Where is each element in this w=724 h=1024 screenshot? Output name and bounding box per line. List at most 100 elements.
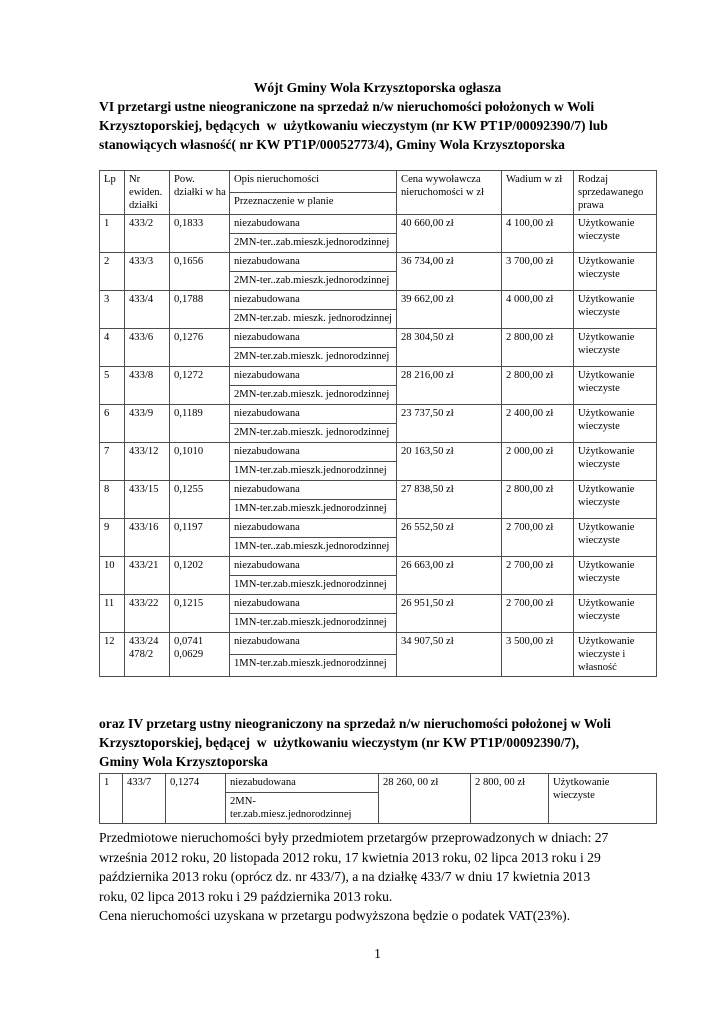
cell-zoning-plan: 1MN-ter..zab.mieszk.jednorodzinnej bbox=[229, 537, 397, 557]
heading-line: Krzysztoporskiej, będącej w użytkowaniu … bbox=[99, 735, 580, 750]
cell-lp: 5 bbox=[99, 366, 125, 405]
cell-lp: 1 bbox=[99, 773, 123, 824]
cell-description: niezabudowana bbox=[229, 214, 397, 234]
cell-zoning-plan: 1MN-ter.zab.mieszk.jednorodzinnej bbox=[229, 613, 397, 633]
header-deposit: Wadium w zł bbox=[501, 170, 574, 215]
paragraph-line: października 2013 roku (oprócz dz. nr 43… bbox=[99, 869, 591, 884]
title-line: Krzysztoporskiej, będących w użytkowaniu… bbox=[99, 118, 608, 133]
cell-deposit: 2 800, 00 zł bbox=[470, 773, 549, 824]
cell-deposit: 4 100,00 zł bbox=[501, 214, 574, 253]
cell-parcel-number: 433/9 bbox=[124, 404, 170, 443]
cell-parcel-number: 433/15 bbox=[124, 480, 170, 519]
cell-description: niezabudowana bbox=[225, 773, 379, 793]
cell-parcel-number: 433/21 bbox=[124, 556, 170, 595]
cell-zoning-plan: 2MN-ter.zab.mieszk. jednorodzinnej bbox=[229, 423, 397, 443]
table-row: 10 433/21 0,1202 niezabudowana 26 663,00 zł 2… bbox=[99, 556, 657, 595]
cell-area: 0,1833 bbox=[169, 214, 230, 253]
cell-deposit: 2 700,00 zł bbox=[501, 556, 574, 595]
cell-description: niezabudowana bbox=[229, 328, 397, 348]
cell-starting-price: 26 552,50 zł bbox=[396, 518, 502, 557]
cell-area: 0,1202 bbox=[169, 556, 230, 595]
cell-parcel-number: 433/4 bbox=[124, 290, 170, 329]
header-area: Pow. działki w ha bbox=[169, 170, 230, 215]
cell-area: 0,1788 bbox=[169, 290, 230, 329]
cell-parcel-number: 433/12 bbox=[124, 442, 170, 481]
cell-starting-price: 27 838,50 zł bbox=[396, 480, 502, 519]
cell-right-type: Użytkowanie wieczyste bbox=[573, 366, 657, 405]
paragraph-line: Przedmiotowe nieruchomości były przedmio… bbox=[99, 830, 609, 845]
title-line: stanowiących własność( nr KW PT1P/000527… bbox=[99, 137, 565, 152]
cell-starting-price: 40 660,00 zł bbox=[396, 214, 502, 253]
cell-zoning-plan: 1MN-ter.zab.mieszk.jednorodzinnej bbox=[229, 499, 397, 519]
paragraph-line: Cena nieruchomości uzyskana w przetargu … bbox=[99, 908, 571, 923]
page-content: Wójt Gminy Wola Krzysztoporska ogłasza V… bbox=[99, 78, 657, 962]
header-lp: Lp bbox=[99, 170, 125, 215]
title-line: Wójt Gminy Wola Krzysztoporska ogłasza bbox=[253, 80, 502, 95]
cell-lp: 4 bbox=[99, 328, 125, 367]
table-header: Lp Nr ewiden. działki Pow. działki w ha … bbox=[99, 170, 657, 215]
table-row: 4 433/6 0,1276 niezabudowana 28 304,50 zł 2 8… bbox=[99, 328, 657, 367]
header-description: Opis nieruchomości bbox=[229, 170, 397, 193]
table-row: 12 433/24 478/2 0,0741 0,0629 niezabudowana… bbox=[99, 632, 657, 677]
cell-starting-price: 26 951,50 zł bbox=[396, 594, 502, 633]
heading-line: Gminy Wola Krzysztoporska bbox=[99, 754, 268, 769]
cell-parcel-number: 433/7 bbox=[122, 773, 166, 824]
cell-lp: 12 bbox=[99, 632, 125, 677]
announcement-title: Wójt Gminy Wola Krzysztoporska ogłasza V… bbox=[99, 78, 656, 154]
cell-right-type: Użytkowanie wieczyste bbox=[573, 290, 657, 329]
cell-description: niezabudowana bbox=[229, 480, 397, 500]
table-subrow: 2MN-ter.zab.miesz.jednorodzinnej bbox=[100, 792, 657, 824]
table-row: 5 433/8 0,1272 niezabudowana 28 216,00 zł 2 8… bbox=[99, 366, 657, 405]
cell-right-type: Użytkowanie wieczyste bbox=[573, 404, 657, 443]
cell-area: 0,1215 bbox=[169, 594, 230, 633]
cell-deposit: 3 500,00 zł bbox=[501, 632, 574, 677]
cell-parcel-number: 433/3 bbox=[124, 252, 170, 291]
table-row: 11 433/22 0,1215 niezabudowana 26 951,50 zł 2… bbox=[99, 594, 657, 633]
cell-lp: 9 bbox=[99, 518, 125, 557]
cell-area: 0,1189 bbox=[169, 404, 230, 443]
cell-right-type: Użytkowanie wieczyste bbox=[548, 773, 657, 824]
cell-lp: 3 bbox=[99, 290, 125, 329]
cell-description: niezabudowana bbox=[229, 442, 397, 462]
cell-starting-price: 20 163,50 zł bbox=[396, 442, 502, 481]
cell-lp: 10 bbox=[99, 556, 125, 595]
cell-parcel-number: 433/6 bbox=[124, 328, 170, 367]
cell-parcel-number: 433/8 bbox=[124, 366, 170, 405]
cell-starting-price: 28 216,00 zł bbox=[396, 366, 502, 405]
cell-right-type: Użytkowanie wieczyste bbox=[573, 594, 657, 633]
cell-zoning-plan: 2MN-ter..zab.mieszk.jednorodzinnej bbox=[229, 271, 397, 291]
cell-deposit: 2 800,00 zł bbox=[501, 480, 574, 519]
cell-description: niezabudowana bbox=[229, 632, 397, 655]
cell-starting-price: 28 304,50 zł bbox=[396, 328, 502, 367]
auction-table-2: 1 433/7 0,1274 niezabudowana 28 260, 00 zł 2 … bbox=[99, 773, 657, 824]
second-auction-heading: oraz IV przetarg ustny nieograniczony na… bbox=[99, 714, 656, 771]
table-body: 1 433/7 0,1274 niezabudowana 28 260, 00 zł 2 … bbox=[99, 773, 657, 824]
cell-area: 0,1255 bbox=[169, 480, 230, 519]
cell-parcel-number: 433/16 bbox=[124, 518, 170, 557]
cell-starting-price: 26 663,00 zł bbox=[396, 556, 502, 595]
closing-paragraph: Przedmiotowe nieruchomości były przedmio… bbox=[99, 828, 656, 926]
cell-zoning-plan: 2MN-ter..zab.mieszk.jednorodzinnej bbox=[229, 233, 397, 253]
cell-description: niezabudowana bbox=[229, 290, 397, 310]
header-zoning-plan: Przeznaczenie w planie bbox=[229, 192, 397, 215]
cell-zoning-plan: 2MN-ter.zab.mieszk. jednorodzinnej bbox=[229, 385, 397, 405]
cell-description: niezabudowana bbox=[229, 252, 397, 272]
cell-description: niezabudowana bbox=[229, 556, 397, 576]
cell-starting-price: 23 737,50 zł bbox=[396, 404, 502, 443]
cell-deposit: 2 400,00 zł bbox=[501, 404, 574, 443]
cell-description: niezabudowana bbox=[229, 404, 397, 424]
cell-parcel-number: 433/2 bbox=[124, 214, 170, 253]
cell-right-type: Użytkowanie wieczyste bbox=[573, 480, 657, 519]
cell-description: niezabudowana bbox=[229, 518, 397, 538]
table-row: 8 433/15 0,1255 niezabudowana 27 838,50 zł 2 … bbox=[99, 480, 657, 519]
auction-table-1: Lp Nr ewiden. działki Pow. działki w ha … bbox=[99, 170, 657, 677]
cell-right-type: Użytkowanie wieczyste bbox=[573, 328, 657, 367]
cell-area: 0,1276 bbox=[169, 328, 230, 367]
cell-area: 0,1197 bbox=[169, 518, 230, 557]
table-row: 6 433/9 0,1189 niezabudowana 23 737,50 zł 2 4… bbox=[99, 404, 657, 443]
cell-lp: 8 bbox=[99, 480, 125, 519]
cell-starting-price: 28 260, 00 zł bbox=[378, 773, 471, 824]
cell-zoning-plan: 1MN-ter.zab.mieszk.jednorodzinnej bbox=[229, 575, 397, 595]
cell-area: 0,1272 bbox=[169, 366, 230, 405]
cell-starting-price: 39 662,00 zł bbox=[396, 290, 502, 329]
